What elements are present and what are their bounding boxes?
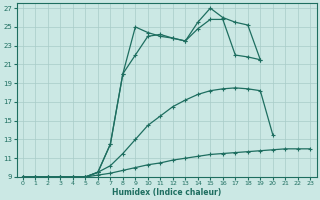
X-axis label: Humidex (Indice chaleur): Humidex (Indice chaleur) [112,188,221,197]
